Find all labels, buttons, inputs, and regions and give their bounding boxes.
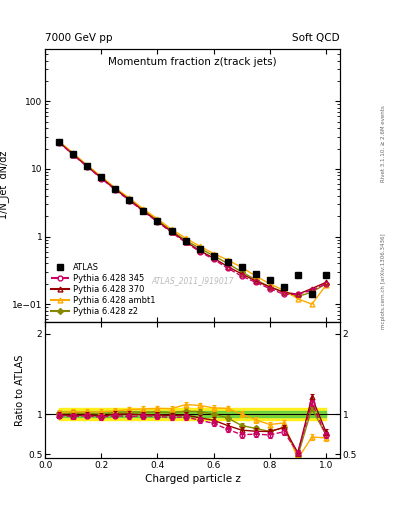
Text: mcplots.cern.ch [arXiv:1306.3436]: mcplots.cern.ch [arXiv:1306.3436] (381, 234, 386, 329)
Text: Soft QCD: Soft QCD (292, 33, 340, 43)
Y-axis label: 1/N_jet  dN/dz: 1/N_jet dN/dz (0, 151, 9, 219)
Text: ATLAS_2011_I919017: ATLAS_2011_I919017 (151, 276, 234, 285)
Text: 7000 GeV pp: 7000 GeV pp (45, 33, 113, 43)
X-axis label: Charged particle z: Charged particle z (145, 474, 241, 484)
Text: Momentum fraction z(track jets): Momentum fraction z(track jets) (108, 57, 277, 67)
Text: Rivet 3.1.10, ≥ 2.6M events: Rivet 3.1.10, ≥ 2.6M events (381, 105, 386, 182)
Legend: ATLAS, Pythia 6.428 345, Pythia 6.428 370, Pythia 6.428 ambt1, Pythia 6.428 z2: ATLAS, Pythia 6.428 345, Pythia 6.428 37… (50, 261, 157, 317)
Y-axis label: Ratio to ATLAS: Ratio to ATLAS (15, 354, 25, 425)
